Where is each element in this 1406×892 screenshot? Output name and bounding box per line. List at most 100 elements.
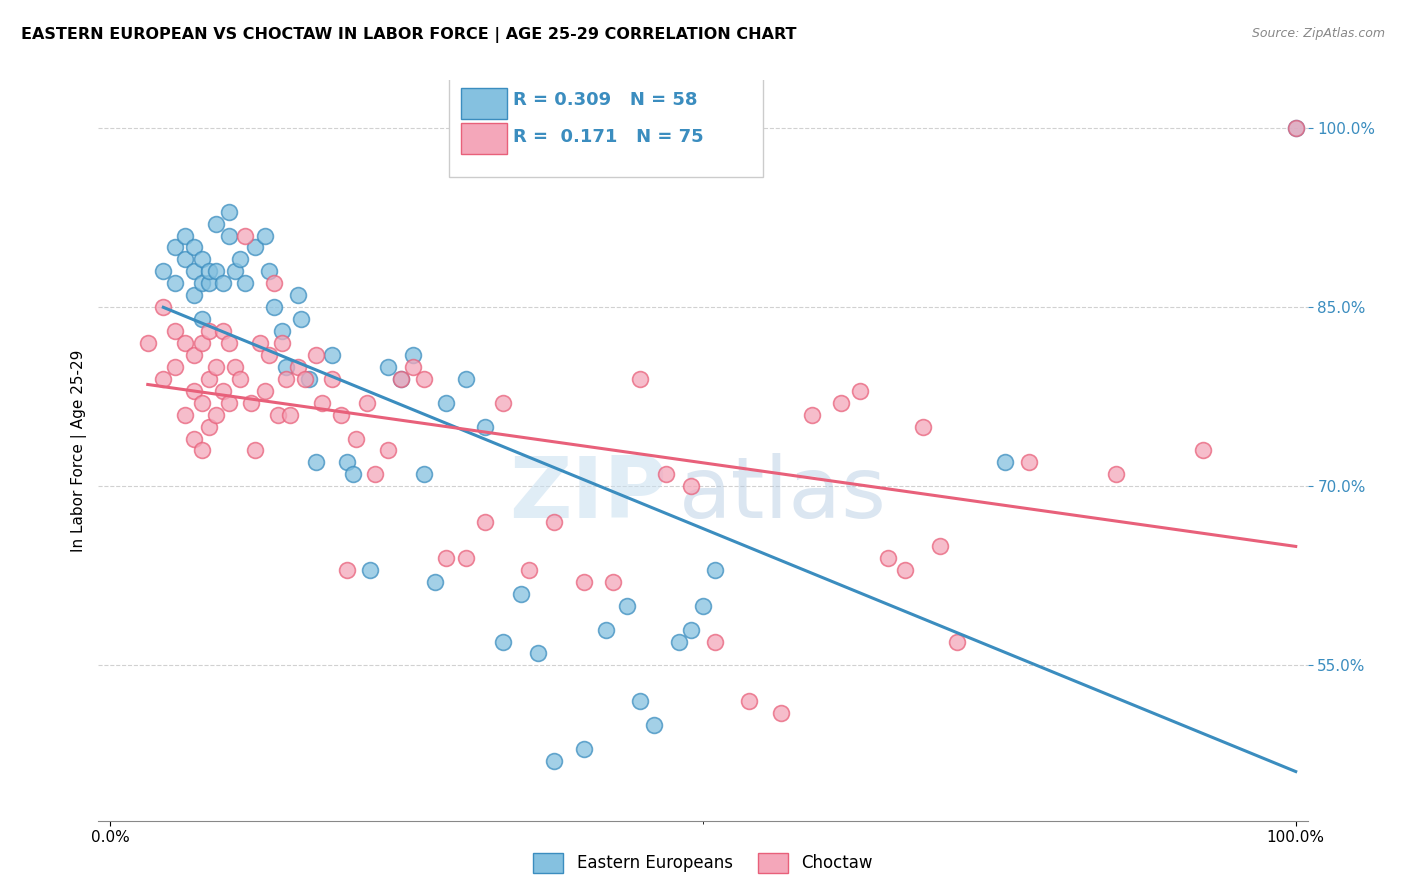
Point	[205, 359, 228, 374]
Point	[364, 467, 387, 482]
Point	[894, 563, 917, 577]
Point	[229, 372, 252, 386]
Point	[165, 324, 187, 338]
Point	[191, 395, 214, 409]
Point	[929, 539, 952, 553]
Point	[703, 634, 725, 648]
Point	[235, 228, 257, 243]
Point	[413, 372, 436, 386]
Point	[800, 408, 823, 422]
Point	[287, 359, 309, 374]
Point	[389, 372, 412, 386]
Point	[165, 359, 187, 374]
Point	[191, 312, 214, 326]
Point	[526, 647, 548, 661]
Point	[198, 277, 221, 291]
Point	[1285, 121, 1308, 136]
Point	[198, 264, 221, 278]
Point	[616, 599, 638, 613]
Point	[183, 264, 205, 278]
Point	[278, 408, 301, 422]
Text: R =  0.171   N = 75: R = 0.171 N = 75	[513, 128, 704, 146]
Point	[218, 336, 240, 351]
Point	[1192, 443, 1215, 458]
Point	[574, 574, 596, 589]
Point	[191, 277, 214, 291]
Point	[628, 694, 651, 708]
Point	[543, 754, 565, 768]
Point	[198, 372, 221, 386]
Text: EASTERN EUROPEAN VS CHOCTAW IN LABOR FORCE | AGE 25-29 CORRELATION CHART: EASTERN EUROPEAN VS CHOCTAW IN LABOR FOR…	[21, 27, 797, 43]
Point	[259, 348, 281, 362]
Point	[263, 277, 285, 291]
Point	[245, 240, 267, 254]
Point	[290, 312, 312, 326]
Point	[253, 384, 276, 398]
Point	[342, 467, 364, 482]
Point	[356, 395, 378, 409]
Point	[211, 384, 233, 398]
Point	[377, 443, 399, 458]
Point	[211, 324, 233, 338]
Point	[245, 443, 267, 458]
Point	[434, 550, 457, 565]
Point	[336, 563, 359, 577]
Point	[679, 479, 702, 493]
Point	[174, 252, 197, 267]
Point	[235, 277, 257, 291]
Point	[205, 408, 228, 422]
FancyBboxPatch shape	[461, 87, 508, 119]
Point	[205, 264, 228, 278]
Point	[668, 634, 690, 648]
Point	[174, 336, 197, 351]
Point	[574, 742, 596, 756]
Point	[849, 384, 872, 398]
Point	[643, 718, 665, 732]
Point	[165, 277, 187, 291]
Point	[401, 348, 423, 362]
Point	[389, 372, 412, 386]
Point	[434, 395, 457, 409]
Point	[595, 623, 617, 637]
Point	[602, 574, 624, 589]
Point	[830, 395, 852, 409]
Point	[510, 587, 533, 601]
Point	[205, 217, 228, 231]
Point	[152, 372, 174, 386]
Point	[274, 359, 297, 374]
Point	[492, 395, 515, 409]
Point	[287, 288, 309, 302]
Point	[294, 372, 316, 386]
Y-axis label: In Labor Force | Age 25-29: In Labor Force | Age 25-29	[72, 350, 87, 551]
Point	[946, 634, 969, 648]
Text: ZIP: ZIP	[509, 453, 666, 536]
Point	[655, 467, 678, 482]
Point	[321, 372, 343, 386]
Point	[191, 252, 214, 267]
Point	[271, 324, 294, 338]
Point	[994, 455, 1017, 469]
Point	[304, 455, 326, 469]
Point	[224, 264, 246, 278]
Point	[311, 395, 333, 409]
Point	[474, 419, 496, 434]
Point	[330, 408, 353, 422]
Point	[191, 336, 214, 351]
Point	[259, 264, 281, 278]
Point	[628, 372, 651, 386]
Point	[377, 359, 399, 374]
Point	[304, 348, 326, 362]
Point	[336, 455, 359, 469]
Point	[183, 432, 205, 446]
Point	[152, 300, 174, 314]
Point	[769, 706, 792, 721]
Point	[1105, 467, 1128, 482]
Point	[239, 395, 262, 409]
Point	[165, 240, 187, 254]
Point	[211, 277, 233, 291]
Text: R = 0.309   N = 58: R = 0.309 N = 58	[513, 91, 697, 109]
Point	[543, 515, 565, 529]
Point	[321, 348, 343, 362]
Point	[401, 359, 423, 374]
Point	[737, 694, 759, 708]
